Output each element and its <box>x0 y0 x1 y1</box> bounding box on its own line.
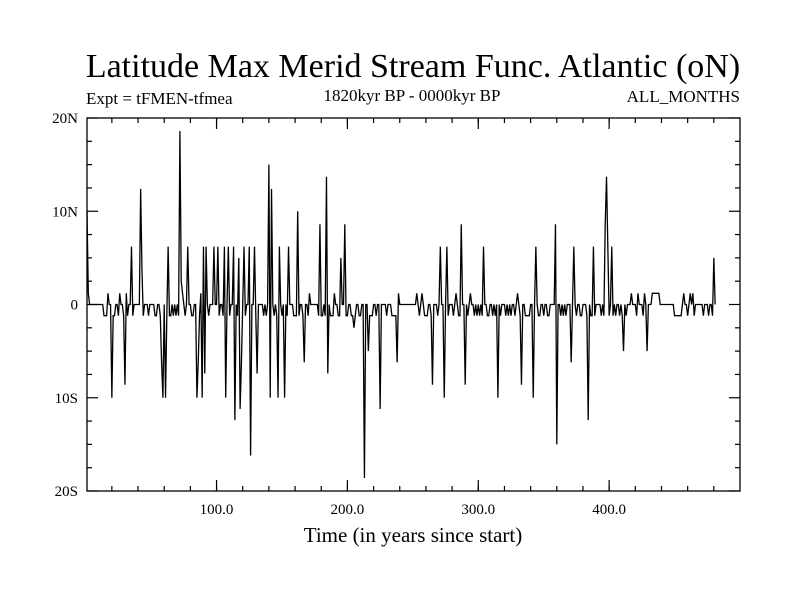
y-tick-label: 10N <box>52 204 78 220</box>
y-tick-label: 20S <box>55 484 78 500</box>
series-line <box>86 131 716 478</box>
chart-title: Latitude Max Merid Stream Func. Atlantic… <box>86 48 740 85</box>
x-tick-label: 100.0 <box>200 502 234 518</box>
y-tick-label: 10S <box>55 391 78 407</box>
experiment-label: Expt = tFMEN-tfmea <box>86 89 233 108</box>
x-tick-label: 200.0 <box>331 502 365 518</box>
tick-group <box>87 117 740 492</box>
period-label: 1820kyr BP - 0000kyr BP <box>324 86 501 105</box>
x-tick-label: 400.0 <box>592 502 626 518</box>
y-tick-label: 0 <box>71 298 79 314</box>
tick-label-group: 100.0 200.0 300.0 400.0 20N 10N 0 10S 20S <box>52 111 626 518</box>
y-tick-label: 20N <box>52 111 78 127</box>
x-tick-label: 300.0 <box>461 502 495 518</box>
x-axis-label: Time (in years since start) <box>304 523 523 547</box>
months-label: ALL_MONTHS <box>627 87 740 106</box>
plot-frame <box>86 117 741 492</box>
